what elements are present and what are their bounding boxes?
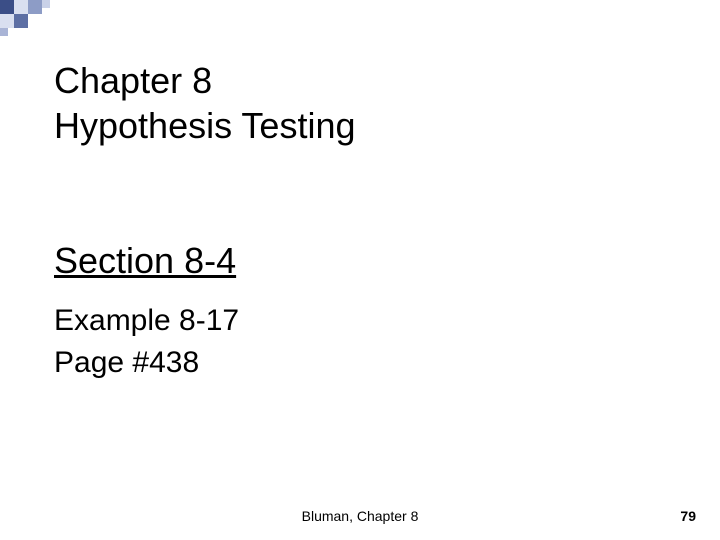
footer-center: Bluman, Chapter 8 [0,508,720,524]
footer-page-number: 79 [680,508,696,524]
corner-decoration [0,0,60,40]
deco-square [0,28,8,36]
page-line: Page #438 [54,346,680,380]
section-title: Section 8-4 [54,240,680,282]
deco-square [0,14,14,28]
deco-square [0,0,14,14]
chapter-title: Hypothesis Testing [54,103,680,148]
section-block: Section 8-4 Example 8-17 Page #438 [54,240,680,380]
slide-content: Chapter 8 Hypothesis Testing Section 8-4… [54,58,680,380]
chapter-number: Chapter 8 [54,58,680,103]
deco-square [14,0,28,14]
deco-square [14,14,28,28]
deco-square [42,0,50,8]
example-line: Example 8-17 [54,304,680,338]
deco-square [28,0,42,14]
